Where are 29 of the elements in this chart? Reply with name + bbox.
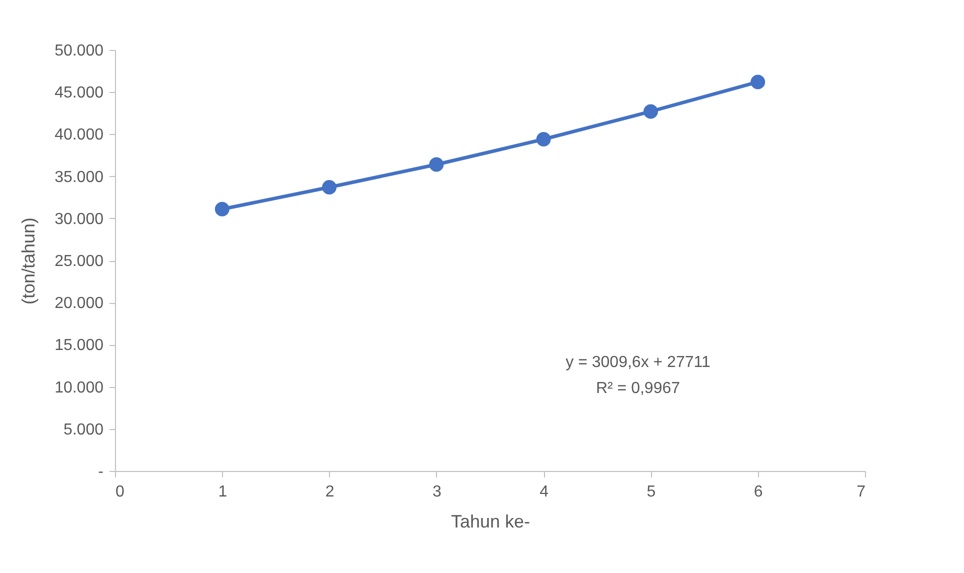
y-tick-label: 35.000 [54, 168, 104, 186]
x-tick-label: 3 [432, 484, 442, 500]
y-tick-label: 30.000 [54, 210, 104, 228]
y-tick-label: 40.000 [54, 126, 104, 144]
x-tick-label: 7 [856, 484, 866, 500]
y-axis-title: (ton/tahun) [18, 217, 39, 305]
annotation: y = 3009,6x + 27711 [566, 354, 710, 371]
point [322, 180, 337, 194]
y-tick-label: - [98, 464, 104, 480]
x-tick-label: 2 [325, 484, 334, 500]
x-tick-label: 1 [218, 484, 228, 500]
x-tick-label: 4 [540, 484, 549, 500]
x-tick-label: 6 [754, 484, 763, 500]
y-tick-label: 50.000 [54, 42, 104, 60]
y-tick-label: 10.000 [54, 379, 104, 396]
x-axis-title: Tahun ke- [450, 512, 530, 532]
point [429, 157, 444, 172]
annotation: R² = 0,9967 [596, 380, 680, 397]
y-tick-label: 15.000 [54, 337, 104, 354]
point [536, 132, 551, 146]
y-tick-label: 5.000 [63, 421, 104, 438]
x-tick-label: 5 [646, 484, 656, 500]
point [750, 74, 766, 90]
y-tick-label: 20.000 [54, 295, 104, 312]
y-tick-label: 45.000 [54, 84, 104, 102]
y-tick-label: 25.000 [54, 253, 104, 270]
x-tick-label: 0 [116, 484, 124, 500]
point [643, 104, 658, 119]
point [214, 202, 230, 216]
